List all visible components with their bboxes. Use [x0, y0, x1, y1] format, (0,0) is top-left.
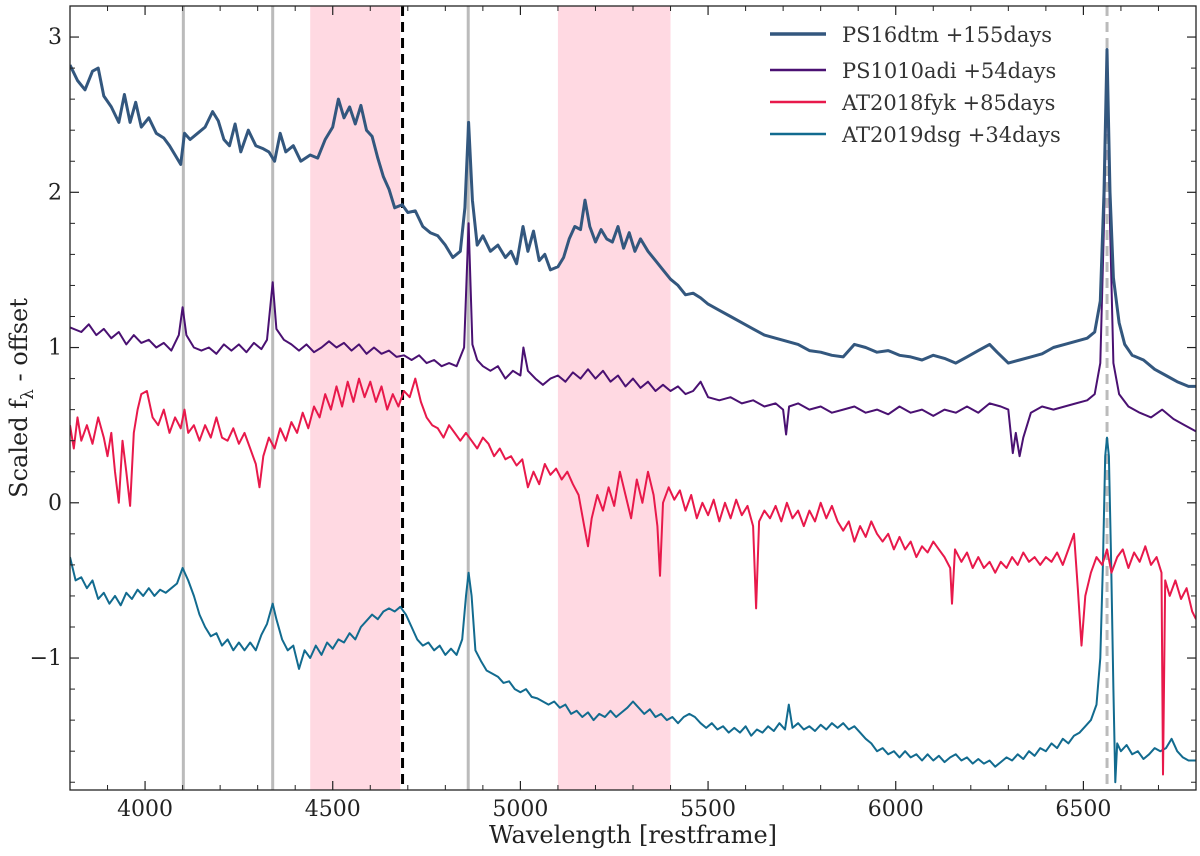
- x-tick-label: 6000: [868, 797, 924, 822]
- legend-label-ps16dtm: PS16dtm +155days: [842, 23, 1052, 47]
- y-tick-label: 0: [48, 491, 62, 516]
- legend-label-ps1010adi: PS1010adi +54days: [842, 59, 1056, 83]
- y-tick-label: −1: [30, 646, 62, 671]
- legend-label-at2018fyk: AT2018fyk +85days: [841, 91, 1055, 115]
- legend-entry-at2019dsg: AT2019dsg +34days: [770, 123, 1061, 147]
- x-tick-label: 6500: [1055, 797, 1111, 822]
- y-axis-label-main: Scaled f: [5, 398, 33, 498]
- legend-entry-ps16dtm: PS16dtm +155days: [770, 23, 1052, 47]
- legend: PS16dtm +155days PS1010adi +54days AT201…: [770, 23, 1061, 147]
- x-axis-label: Wavelength [restframe]: [489, 821, 777, 849]
- shaded-band-5100-5400: [557, 6, 671, 790]
- y-axis-label-subscript: λ: [18, 389, 38, 400]
- x-tick-label: 4000: [117, 797, 173, 822]
- x-tick-label: 5500: [680, 797, 736, 822]
- series-layer: [70, 48, 1196, 784]
- legend-label-at2019dsg: AT2019dsg +34days: [841, 123, 1061, 147]
- series-line-at2019dsg: [70, 436, 1196, 784]
- y-axis-label-suffix: - offset: [5, 298, 33, 389]
- series-line-at2018fyk: [70, 377, 1196, 776]
- ticks-layer: 4000 4500 5000 5500 6000 6500 −1 0 1 2 3: [30, 6, 1197, 822]
- x-tick-label: 5000: [492, 797, 548, 822]
- series-line-ps1010adi: [70, 59, 1196, 458]
- legend-entry-ps1010adi: PS1010adi +54days: [770, 59, 1056, 83]
- x-tick-label: 4500: [305, 797, 361, 822]
- y-tick-label: 2: [48, 180, 62, 205]
- series-line-ps16dtm: [70, 48, 1196, 388]
- legend-entry-at2018fyk: AT2018fyk +85days: [770, 91, 1055, 115]
- y-axis-label: Scaled fλ - offset: [5, 298, 38, 498]
- y-tick-label: 1: [48, 336, 62, 361]
- y-tick-label: 3: [48, 25, 62, 50]
